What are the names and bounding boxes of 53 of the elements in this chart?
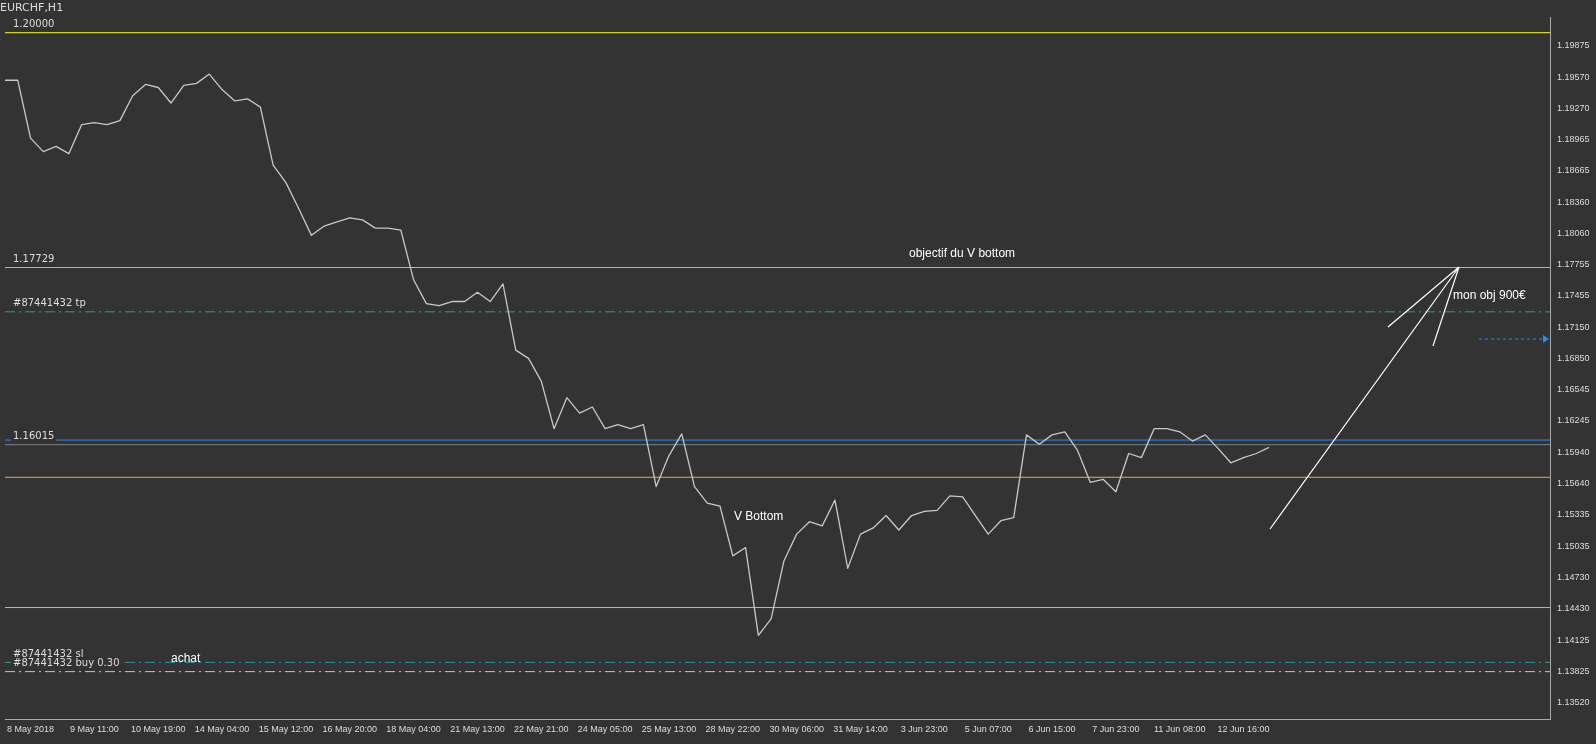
y-tick-label: 1.18665: [1557, 165, 1590, 176]
annotation: objectif du V bottom: [909, 246, 1016, 261]
ref-line-label: #87441432 tp: [13, 297, 86, 309]
annotation: mon obj 900€: [1453, 288, 1527, 303]
x-tick-label: 8 May 2018: [7, 724, 55, 735]
ref-line-label: 1.17729: [13, 253, 55, 265]
x-tick-label: 9 May 11:00: [69, 724, 119, 735]
y-tick-label: 1.16545: [1557, 384, 1590, 395]
chart-title: EURCHF,H1: [0, 1, 64, 15]
x-tick-label: 31 May 14:00: [833, 724, 888, 735]
x-tick-label: 30 May 06:00: [769, 724, 824, 735]
ref-line-label: #87441432 buy 0.30: [13, 657, 120, 669]
x-tick-label: 7 Jun 23:00: [1092, 724, 1140, 735]
y-tick-label: 1.14430: [1557, 603, 1590, 614]
x-tick-label: 14 May 04:00: [194, 724, 250, 735]
y-tick-label: 1.19875: [1557, 40, 1590, 51]
y-tick-label: 1.18965: [1557, 134, 1590, 145]
y-tick-label: 1.19270: [1557, 102, 1590, 113]
y-tick-label: 1.13825: [1557, 665, 1590, 676]
y-tick-label: 1.16245: [1557, 415, 1590, 426]
x-tick-label: 22 May 21:00: [514, 724, 569, 735]
annotation: achat: [171, 651, 202, 666]
x-tick-label: 15 May 12:00: [258, 724, 314, 735]
x-tick-label: 28 May 22:00: [705, 724, 761, 735]
y-tick-label: 1.15035: [1557, 540, 1590, 551]
x-tick-label: 21 May 13:00: [450, 724, 505, 735]
y-tick-label: 1.15940: [1557, 446, 1590, 457]
x-tick-label: 24 May 05:00: [577, 724, 633, 735]
x-tick-label: 3 Jun 23:00: [900, 724, 948, 735]
x-tick-label: 18 May 04:00: [386, 724, 441, 735]
x-tick-label: 25 May 13:00: [641, 724, 697, 735]
y-tick-label: 1.16850: [1557, 352, 1590, 363]
x-tick-label: 6 Jun 15:00: [1028, 724, 1076, 735]
x-tick-label: 11 Jun 08:00: [1154, 724, 1206, 735]
x-tick-label: 16 May 20:00: [322, 724, 378, 735]
ref-line-label: #87441432 sl: [13, 647, 84, 659]
y-tick-label: 1.18360: [1557, 196, 1590, 207]
y-tick-label: 1.17755: [1557, 259, 1590, 270]
annotation: V Bottom: [734, 509, 784, 524]
x-tick-label: 5 Jun 07:00: [964, 724, 1012, 735]
ref-line-label: 1.20000: [13, 18, 55, 30]
ref-line-label: 1.16015: [13, 430, 55, 442]
y-tick-label: 1.14125: [1557, 634, 1590, 645]
y-tick-label: 1.15335: [1557, 509, 1590, 520]
x-tick-label: 12 Jun 16:00: [1217, 724, 1270, 735]
y-tick-label: 1.14730: [1557, 572, 1590, 583]
y-tick-label: 1.13520: [1557, 697, 1590, 708]
y-tick-label: 1.19570: [1557, 71, 1590, 82]
y-tick-label: 1.17150: [1557, 321, 1590, 332]
y-tick-label: 1.15640: [1557, 477, 1590, 488]
x-tick-label: 10 May 19:00: [130, 724, 186, 735]
y-tick-label: 1.17455: [1557, 290, 1590, 301]
y-tick-label: 1.18060: [1557, 227, 1590, 238]
